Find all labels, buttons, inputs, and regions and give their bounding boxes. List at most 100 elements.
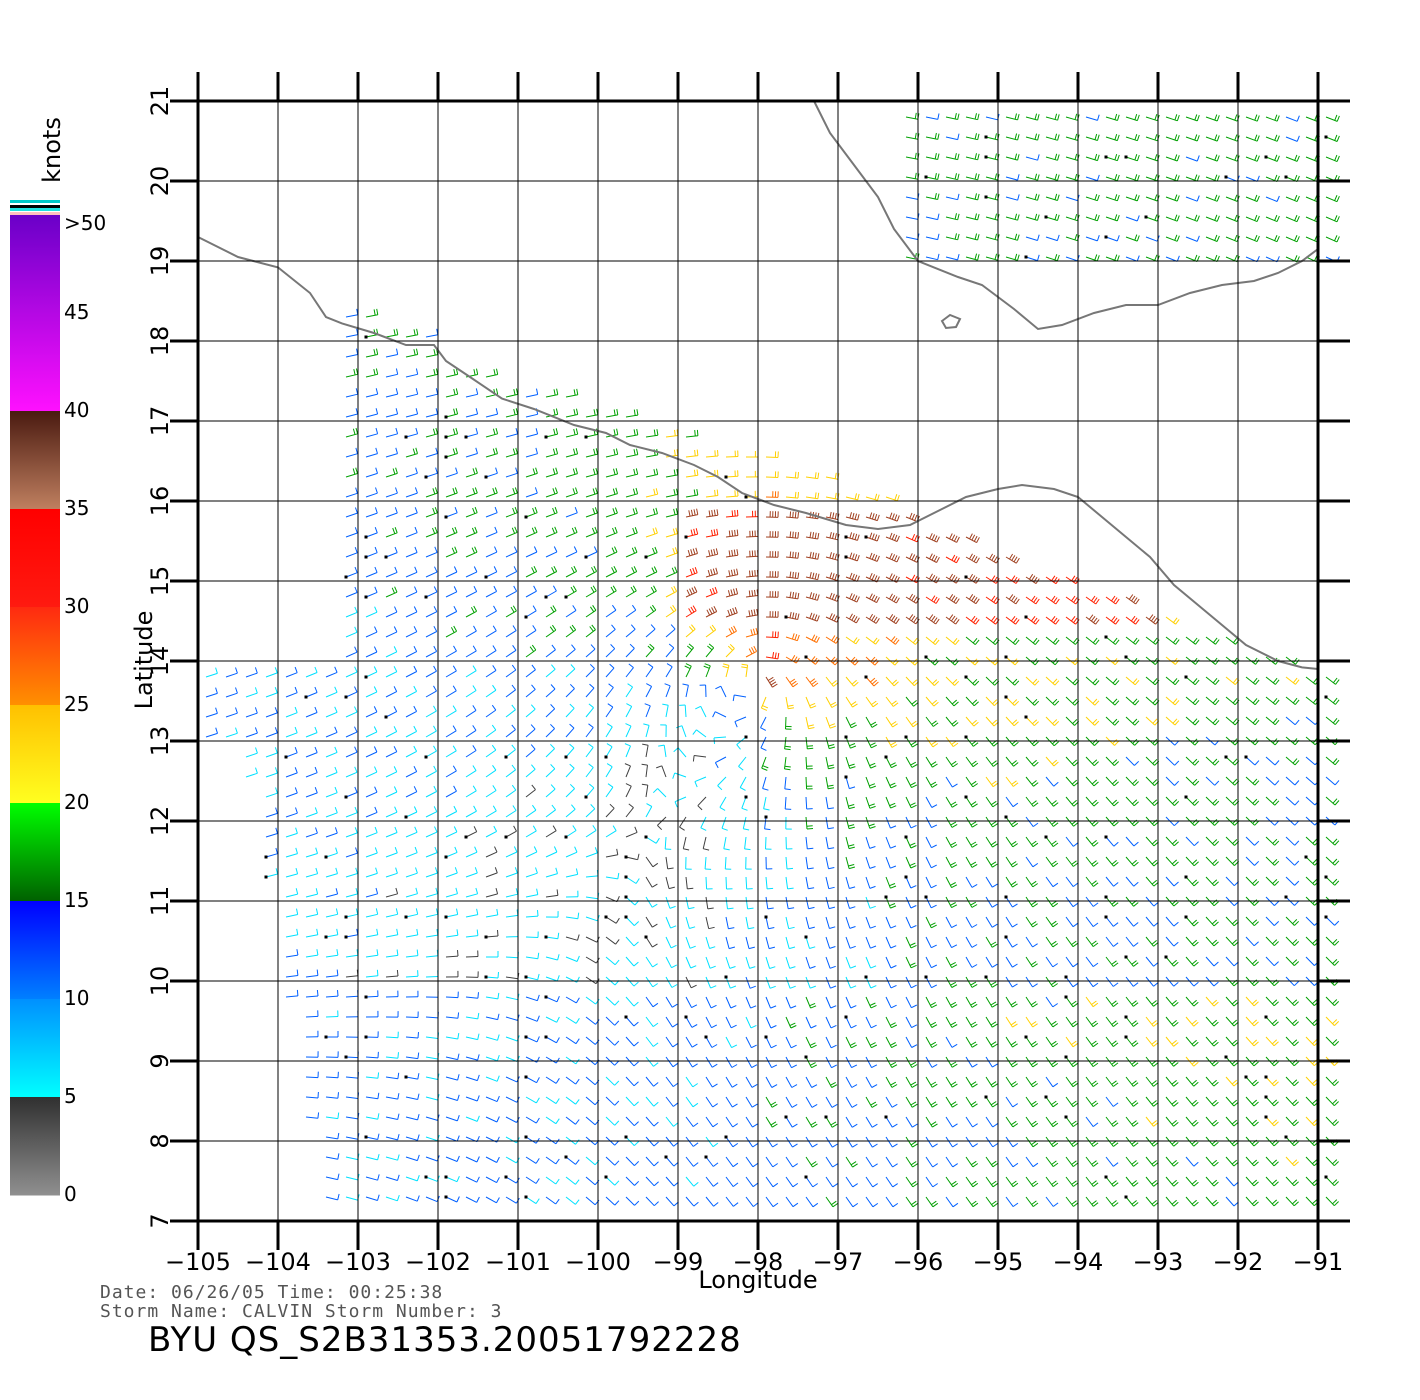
wind-barb xyxy=(985,916,998,928)
wind-barb xyxy=(985,233,1000,241)
wind-barb xyxy=(385,726,398,738)
wind-barb xyxy=(385,1194,400,1202)
wind-barb xyxy=(1005,153,1020,161)
wind-barb xyxy=(1065,595,1080,605)
wind-barb xyxy=(445,487,458,498)
wind-barb xyxy=(385,1113,400,1120)
wind-barb xyxy=(564,1155,580,1165)
wind-barb xyxy=(445,685,457,698)
wind-barb xyxy=(1105,133,1120,142)
wind-barb xyxy=(1185,235,1200,242)
wind-barb xyxy=(1185,1116,1199,1127)
lat-tick-label: 20 xyxy=(146,166,174,197)
wind-barb xyxy=(365,826,378,838)
wind-barb xyxy=(444,1175,460,1183)
wind-barb xyxy=(465,908,479,918)
wind-barb xyxy=(1065,936,1079,948)
wind-barb xyxy=(965,113,980,121)
wind-barb xyxy=(660,724,667,738)
wind-barb xyxy=(1245,676,1260,685)
wind-barb xyxy=(605,663,615,678)
wind-barb xyxy=(641,763,648,778)
wind-barb xyxy=(945,936,958,949)
wind-barb xyxy=(644,703,651,718)
wind-barb xyxy=(845,956,857,969)
wind-barb xyxy=(605,1016,620,1026)
wind-barb xyxy=(1005,836,1018,848)
wind-barb xyxy=(945,756,958,768)
wind-barb xyxy=(1085,956,1099,968)
wind-barb xyxy=(1244,755,1260,766)
wind-barb xyxy=(365,348,379,358)
wind-barb xyxy=(1245,1096,1259,1107)
wind-barb xyxy=(745,510,759,518)
wind-barb xyxy=(685,489,699,498)
colorbar-tick-label: 25 xyxy=(64,692,89,716)
wind-barb xyxy=(736,735,748,750)
wind-barb xyxy=(1185,1196,1199,1207)
wind-barb xyxy=(1105,1016,1119,1027)
wind-barb xyxy=(745,1016,757,1029)
wind-barb xyxy=(645,803,653,818)
wind-barb xyxy=(1045,816,1059,827)
wind-barb xyxy=(844,735,857,749)
wind-barb xyxy=(1245,796,1260,806)
wind-barb xyxy=(485,744,497,758)
wind-barb xyxy=(885,876,897,889)
wind-barb xyxy=(405,388,419,398)
wind-barb xyxy=(505,867,518,878)
wind-barb xyxy=(1265,776,1280,786)
wind-barb xyxy=(965,1176,979,1188)
wind-barb xyxy=(845,1056,858,1069)
wind-barb xyxy=(444,908,459,919)
wind-barb xyxy=(584,546,598,559)
wind-barb xyxy=(385,1052,399,1059)
wind-barb xyxy=(605,956,620,966)
wind-barb xyxy=(405,408,419,418)
wind-barb xyxy=(985,956,998,968)
wind-barb xyxy=(1165,1036,1179,1047)
wind-barb xyxy=(825,796,834,810)
wind-barb xyxy=(1285,1176,1299,1187)
wind-barb xyxy=(723,836,730,851)
wind-barb xyxy=(625,783,632,798)
wind-barb xyxy=(605,683,614,698)
wind-barb xyxy=(945,1176,959,1188)
wind-barb xyxy=(1185,636,1200,645)
wind-barb xyxy=(465,725,477,738)
wind-barb xyxy=(1165,154,1180,162)
wind-barb xyxy=(865,1036,878,1049)
wind-barb xyxy=(825,1076,838,1088)
wind-barb xyxy=(525,931,539,938)
wind-barb xyxy=(844,552,860,562)
wind-barb xyxy=(784,796,792,810)
wind-barb xyxy=(605,763,613,778)
wind-barb xyxy=(865,916,876,929)
wind-barb xyxy=(565,1116,580,1125)
wind-barb xyxy=(1045,1156,1059,1168)
wind-barb xyxy=(405,526,418,538)
wind-barb xyxy=(1125,856,1139,867)
wind-barb xyxy=(425,991,439,998)
wind-barb xyxy=(725,1176,739,1187)
wind-barb xyxy=(1085,916,1099,927)
wind-barb xyxy=(805,916,815,930)
wind-barb xyxy=(324,1031,339,1039)
wind-barb xyxy=(1065,896,1079,908)
wind-barb xyxy=(584,783,595,799)
wind-barb xyxy=(1065,1076,1079,1088)
wind-barb xyxy=(765,611,779,618)
wind-barb xyxy=(865,836,876,849)
y-axis-label: Latitude xyxy=(130,611,158,710)
wind-barb xyxy=(1325,154,1340,163)
wind-barb xyxy=(905,916,917,929)
wind-barb xyxy=(565,683,575,698)
wind-barb xyxy=(925,1036,938,1048)
wind-barb xyxy=(464,826,478,839)
wind-barb xyxy=(965,876,978,888)
wind-barb xyxy=(1165,916,1179,927)
wind-barb xyxy=(1085,836,1099,847)
wind-barb xyxy=(1125,696,1140,706)
wind-barb xyxy=(624,1015,639,1027)
wind-barb xyxy=(1245,836,1260,846)
